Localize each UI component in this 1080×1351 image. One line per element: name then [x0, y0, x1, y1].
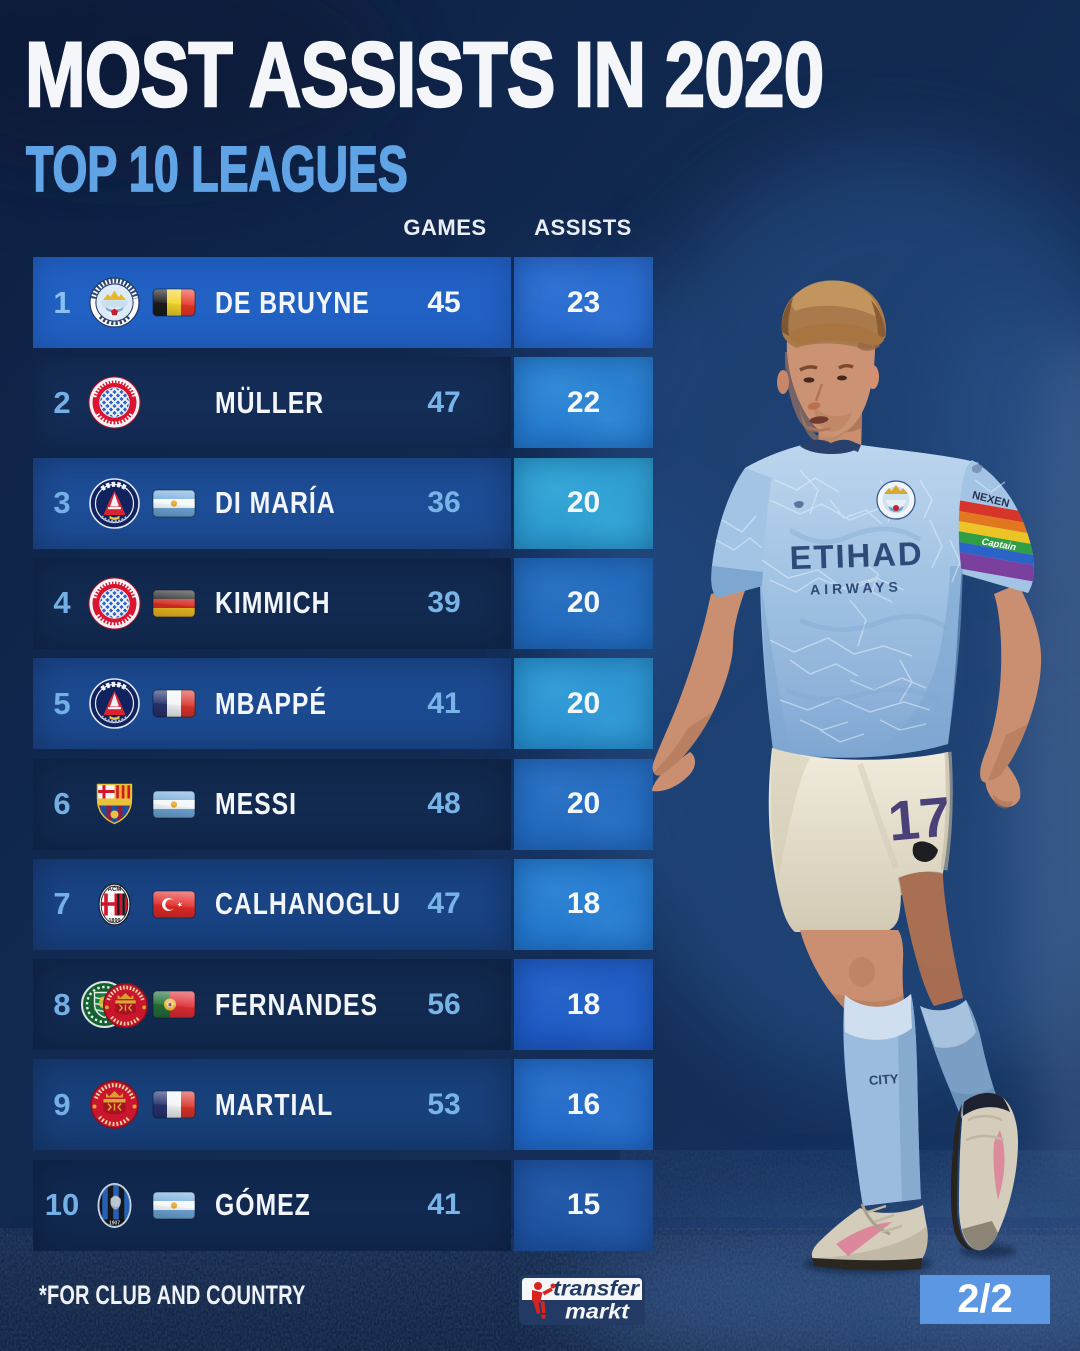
svg-text:AIRWAYS: AIRWAYS: [810, 578, 902, 597]
svg-text:ACM: ACM: [108, 887, 122, 893]
svg-text:1907: 1907: [109, 1220, 120, 1226]
svg-text:transfer: transfer: [553, 1278, 641, 1301]
svg-text:17: 17: [886, 784, 954, 852]
svg-text:1899: 1899: [108, 918, 120, 924]
svg-text:markt: markt: [565, 1301, 630, 1324]
svg-text:CITY: CITY: [868, 1071, 899, 1088]
svg-text:ETIHAD: ETIHAD: [789, 535, 922, 577]
